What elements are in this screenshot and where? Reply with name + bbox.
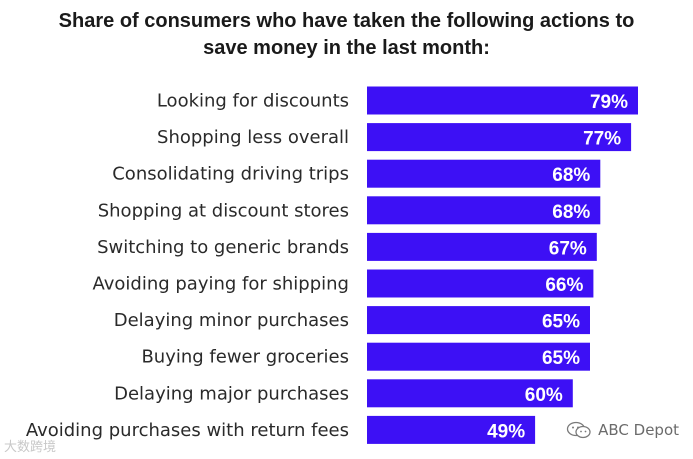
category-label-9: Avoiding purchases with return fees [26, 420, 349, 441]
value-label-4: 67% [549, 238, 587, 259]
category-label-5: Avoiding paying for shipping [92, 274, 349, 295]
watermark-left-text: 大数跨境 [4, 440, 57, 455]
category-label-4: Switching to generic brands [97, 237, 349, 258]
category-label-2: Consolidating driving trips [112, 164, 349, 185]
category-label-8: Delaying major purchases [114, 383, 349, 404]
bar-4 [367, 232, 597, 261]
chart-title-line-2: save money in the last month: [203, 37, 490, 59]
bar-7 [367, 342, 590, 371]
value-label-6: 65% [542, 312, 580, 333]
bar-3 [367, 196, 601, 225]
category-label-0: Looking for discounts [157, 91, 349, 112]
watermark-left: 大数跨境 [4, 436, 56, 455]
category-label-3: Shopping at discount stores [98, 200, 349, 221]
bar-9 [367, 415, 536, 444]
category-label-6: Delaying minor purchases [114, 310, 349, 331]
bar-5 [367, 269, 594, 298]
category-label-1: Shopping less overall [157, 127, 349, 148]
chart-title-line-1: Share of consumers who have taken the fo… [58, 10, 635, 32]
bar-8 [367, 379, 573, 408]
watermark-right: ABC Depot [566, 421, 679, 439]
chart-title: Share of consumers who have taken the fo… [0, 8, 693, 62]
value-label-3: 68% [552, 202, 590, 223]
watermark-right-text: ABC Depot [598, 421, 679, 439]
category-label-7: Buying fewer groceries [141, 347, 349, 368]
value-label-0: 79% [590, 92, 628, 113]
value-label-7: 65% [542, 348, 580, 369]
bar-1 [367, 123, 632, 152]
value-label-9: 49% [487, 421, 525, 442]
bar-6 [367, 306, 590, 335]
bar-0 [367, 86, 638, 115]
wechat-icon [566, 421, 591, 439]
value-label-2: 68% [552, 165, 590, 186]
bar-2 [367, 159, 601, 188]
value-label-1: 77% [583, 129, 621, 150]
value-label-5: 66% [545, 275, 583, 296]
value-label-8: 60% [525, 385, 563, 406]
